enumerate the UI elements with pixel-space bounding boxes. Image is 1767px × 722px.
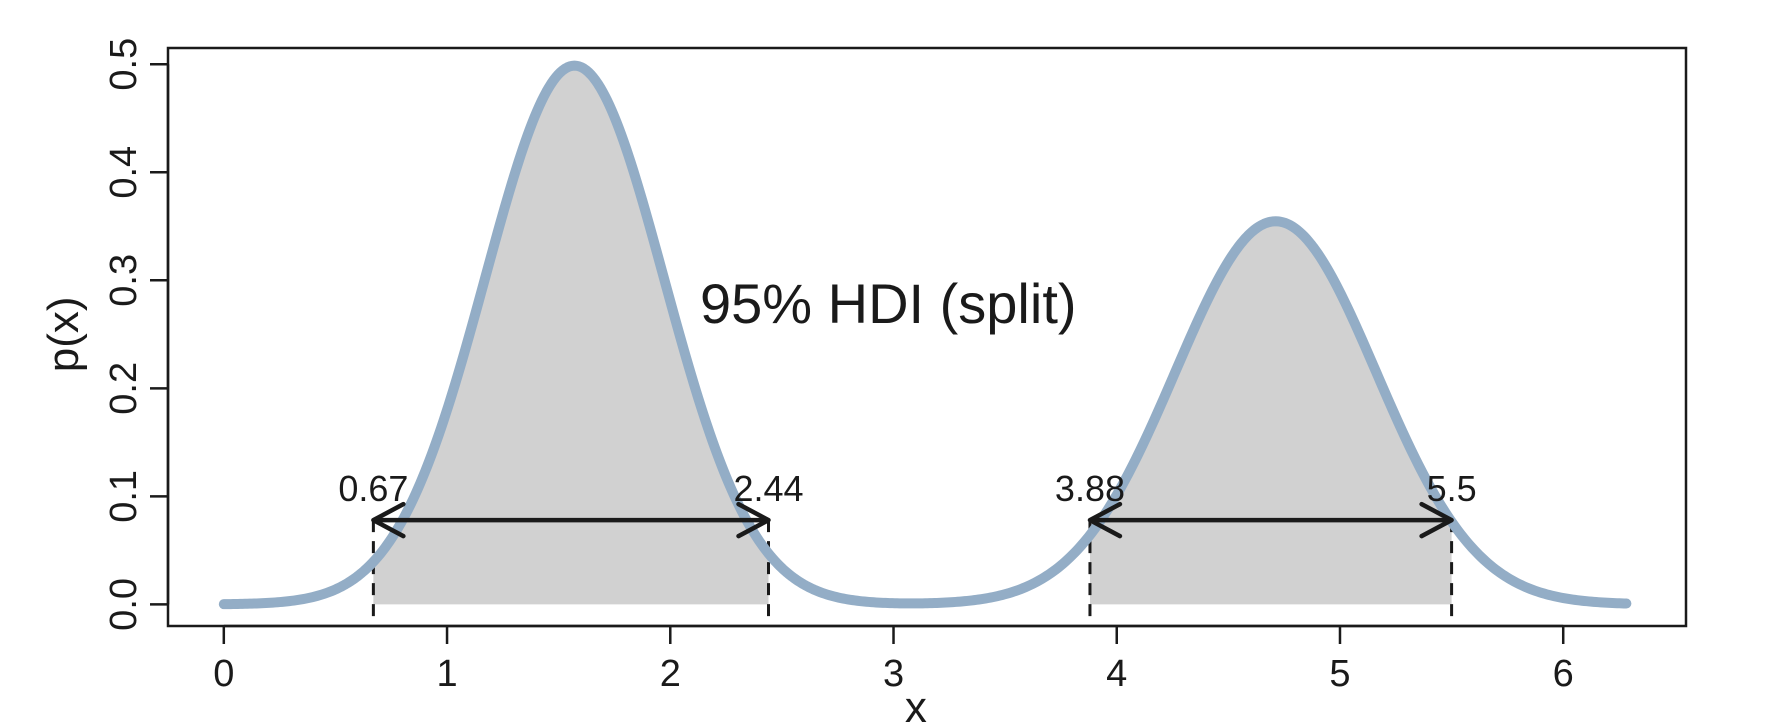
hdi-boundary-lines (371, 520, 1454, 626)
y-tick-label-0.0: 0.0 (103, 578, 145, 631)
hdi-2-arrow-head-right (1419, 501, 1454, 539)
x-tick-label-1: 1 (436, 653, 457, 695)
density-curve (218, 60, 1632, 610)
x-tick-label-5: 5 (1329, 653, 1350, 695)
x-axis-label: x (905, 683, 927, 722)
hdi-2-lower-label: 3.88 (1055, 468, 1125, 509)
hdi-limit-labels: 0.67 2.44 3.88 5.5 (338, 468, 1476, 509)
x-tick-label-4: 4 (1106, 653, 1127, 695)
hdi-1-arrow-head-right (736, 501, 771, 539)
x-tick-label-3: 3 (883, 653, 904, 695)
hdi-1-upper-label: 2.44 (733, 468, 803, 509)
chart-title: 95% HDI (split) (700, 272, 1077, 335)
x-tick-label-2: 2 (660, 653, 681, 695)
x-tick-label-6: 6 (1553, 653, 1574, 695)
hdi-fill-2 (1089, 221, 1452, 605)
y-tick-label-0.1: 0.1 (103, 470, 145, 523)
y-tick-label-0.4: 0.4 (103, 146, 145, 199)
density-curve-layer (218, 60, 1632, 610)
hdi-1-lower-label: 0.67 (338, 468, 408, 509)
y-axis-label: p(x) (39, 296, 88, 372)
x-tick-label-0: 0 (213, 653, 234, 695)
plot-area: 0.67 2.44 3.88 5.5 (218, 60, 1632, 626)
y-axis: 0.0 0.1 0.2 0.3 0.4 0.5 (103, 38, 170, 631)
x-axis: 0 1 2 3 4 5 6 (213, 624, 1574, 695)
y-tick-label-0.2: 0.2 (103, 362, 145, 415)
y-tick-label-0.3: 0.3 (103, 254, 145, 307)
hdi-fill-1 (373, 65, 769, 605)
hdi-arrows (371, 501, 1454, 539)
hdi-2-arrow-head-left (1087, 501, 1123, 539)
hdi-fill-regions (373, 65, 1452, 605)
y-tick-label-0.5: 0.5 (103, 38, 145, 91)
hdi-2-upper-label: 5.5 (1427, 468, 1477, 509)
hdi-1-arrow-head-left (371, 501, 406, 539)
